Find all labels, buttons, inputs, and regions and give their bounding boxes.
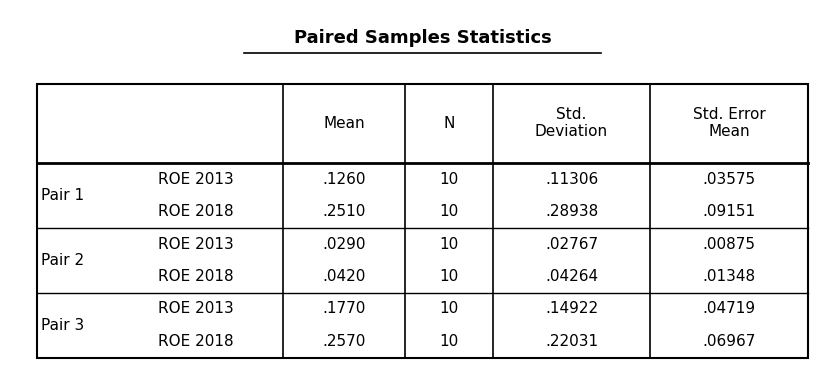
Text: 10: 10: [439, 269, 458, 284]
Text: Std.
Deviation: Std. Deviation: [534, 107, 608, 139]
Text: .06967: .06967: [701, 334, 755, 349]
Text: Paired Samples Statistics: Paired Samples Statistics: [293, 30, 551, 48]
Text: ROE 2013: ROE 2013: [158, 237, 233, 252]
Text: .1770: .1770: [322, 301, 365, 317]
Text: 10: 10: [439, 172, 458, 187]
Text: .11306: .11306: [544, 172, 598, 187]
Text: .04719: .04719: [701, 301, 755, 317]
Text: .09151: .09151: [701, 204, 755, 219]
Text: .0290: .0290: [322, 237, 365, 252]
Text: Std. Error
Mean: Std. Error Mean: [692, 107, 765, 139]
Text: Mean: Mean: [323, 116, 364, 131]
Text: .1260: .1260: [322, 172, 365, 187]
Text: ROE 2013: ROE 2013: [158, 301, 233, 317]
Text: Pair 2: Pair 2: [42, 253, 84, 268]
Text: ROE 2018: ROE 2018: [158, 334, 233, 349]
Text: Pair 3: Pair 3: [42, 318, 84, 333]
Text: .01348: .01348: [701, 269, 755, 284]
Text: 10: 10: [439, 301, 458, 317]
Text: ROE 2018: ROE 2018: [158, 269, 233, 284]
Text: .0420: .0420: [322, 269, 365, 284]
Text: .28938: .28938: [544, 204, 598, 219]
Text: .03575: .03575: [701, 172, 755, 187]
Text: ROE 2013: ROE 2013: [158, 172, 233, 187]
Text: 10: 10: [439, 334, 458, 349]
Text: Pair 1: Pair 1: [42, 188, 84, 203]
Text: 10: 10: [439, 237, 458, 252]
Text: .22031: .22031: [544, 334, 598, 349]
Text: N: N: [443, 116, 454, 131]
Text: ROE 2018: ROE 2018: [158, 204, 233, 219]
Text: .2570: .2570: [322, 334, 365, 349]
Text: .14922: .14922: [544, 301, 598, 317]
Text: .02767: .02767: [544, 237, 598, 252]
Bar: [38, 83, 807, 358]
Text: 10: 10: [439, 204, 458, 219]
Text: .2510: .2510: [322, 204, 365, 219]
Text: .00875: .00875: [701, 237, 755, 252]
Text: .04264: .04264: [544, 269, 598, 284]
